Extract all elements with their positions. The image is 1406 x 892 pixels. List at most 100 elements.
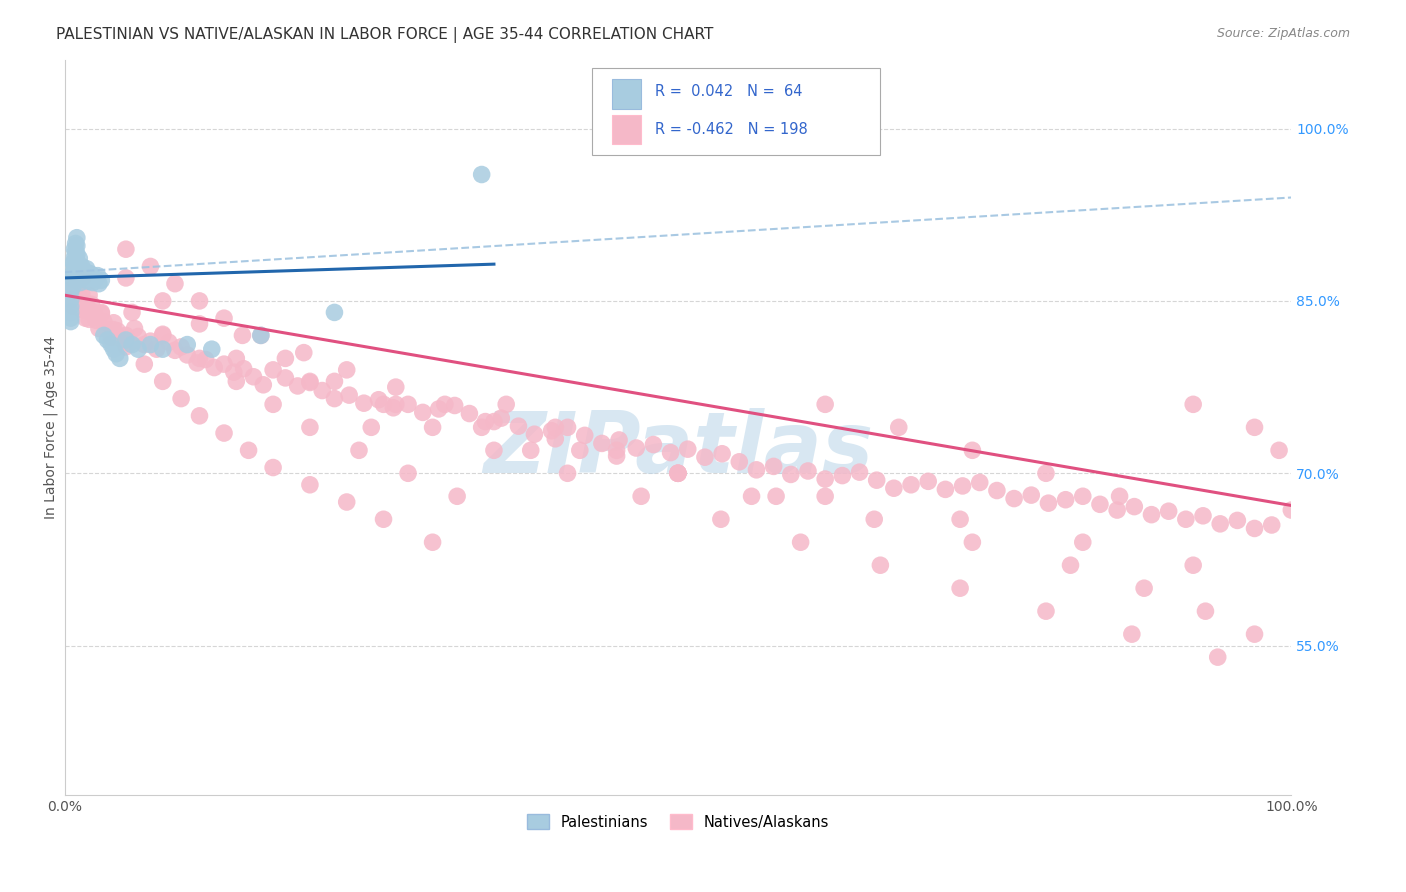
Point: [385, 397, 408, 411]
Point: [73, 303, 96, 318]
Point: [63, 285, 86, 299]
Point: [728, 455, 751, 469]
Point: [176, 348, 198, 362]
Point: [73, 268, 96, 283]
Point: [63, 257, 86, 271]
Point: [630, 489, 652, 503]
Point: [1192, 508, 1215, 523]
Point: [1157, 504, 1180, 518]
Point: [62, 300, 84, 314]
Point: [121, 305, 143, 319]
Point: [471, 420, 494, 434]
Point: [66, 239, 89, 253]
Point: [127, 329, 149, 343]
Point: [83, 305, 105, 319]
Point: [1071, 489, 1094, 503]
Point: [70, 260, 93, 274]
Point: [65, 244, 87, 259]
Point: [883, 481, 905, 495]
Point: [292, 345, 315, 359]
Point: [118, 336, 141, 351]
Point: [1019, 488, 1042, 502]
Point: [105, 324, 128, 338]
Point: [163, 343, 186, 358]
Point: [105, 347, 128, 361]
Point: [544, 420, 567, 434]
Point: [443, 399, 465, 413]
Point: [508, 419, 530, 434]
Point: [69, 301, 91, 316]
Text: Source: ZipAtlas.com: Source: ZipAtlas.com: [1216, 27, 1350, 40]
Point: [711, 447, 734, 461]
Point: [145, 342, 167, 356]
Point: [262, 363, 284, 377]
Point: [1243, 420, 1265, 434]
Point: [311, 384, 333, 398]
Point: [188, 317, 211, 331]
Point: [232, 361, 254, 376]
Point: [557, 420, 579, 434]
Point: [666, 467, 689, 481]
Point: [298, 375, 321, 389]
Point: [422, 535, 444, 549]
Point: [762, 459, 785, 474]
Point: [962, 443, 984, 458]
Point: [108, 351, 131, 366]
Point: [188, 409, 211, 423]
Point: [1123, 500, 1146, 514]
Point: [969, 475, 991, 490]
Point: [831, 468, 853, 483]
FancyBboxPatch shape: [612, 79, 641, 109]
Point: [1182, 558, 1205, 573]
Point: [225, 375, 247, 389]
Point: [202, 360, 225, 375]
Point: [152, 375, 174, 389]
Point: [87, 321, 110, 335]
Point: [163, 277, 186, 291]
Point: [86, 268, 108, 283]
Point: [225, 351, 247, 366]
Point: [115, 340, 138, 354]
Point: [252, 377, 274, 392]
Point: [353, 396, 375, 410]
Point: [186, 356, 208, 370]
Point: [82, 276, 104, 290]
Point: [176, 337, 198, 351]
Point: [170, 392, 193, 406]
Point: [986, 483, 1008, 498]
Point: [63, 250, 86, 264]
Point: [422, 420, 444, 434]
Point: [1174, 512, 1197, 526]
Point: [66, 230, 89, 244]
Point: [474, 415, 496, 429]
Point: [659, 445, 682, 459]
Point: [59, 271, 82, 285]
Point: [96, 323, 118, 337]
Point: [606, 449, 628, 463]
Point: [77, 312, 100, 326]
Point: [152, 328, 174, 343]
Point: [446, 489, 468, 503]
Point: [134, 337, 156, 351]
Point: [433, 397, 456, 411]
Point: [373, 512, 395, 526]
Point: [745, 463, 768, 477]
Point: [323, 375, 346, 389]
Point: [124, 321, 146, 335]
Point: [1054, 492, 1077, 507]
Point: [65, 266, 87, 280]
Point: [69, 268, 91, 282]
Point: [87, 277, 110, 291]
Point: [121, 337, 143, 351]
Point: [568, 443, 591, 458]
Point: [59, 292, 82, 306]
Point: [814, 397, 837, 411]
Point: [66, 277, 89, 292]
Point: [666, 467, 689, 481]
Point: [72, 272, 94, 286]
Point: [298, 376, 321, 390]
Point: [115, 271, 138, 285]
Point: [66, 253, 89, 268]
Point: [262, 397, 284, 411]
FancyBboxPatch shape: [612, 115, 641, 145]
